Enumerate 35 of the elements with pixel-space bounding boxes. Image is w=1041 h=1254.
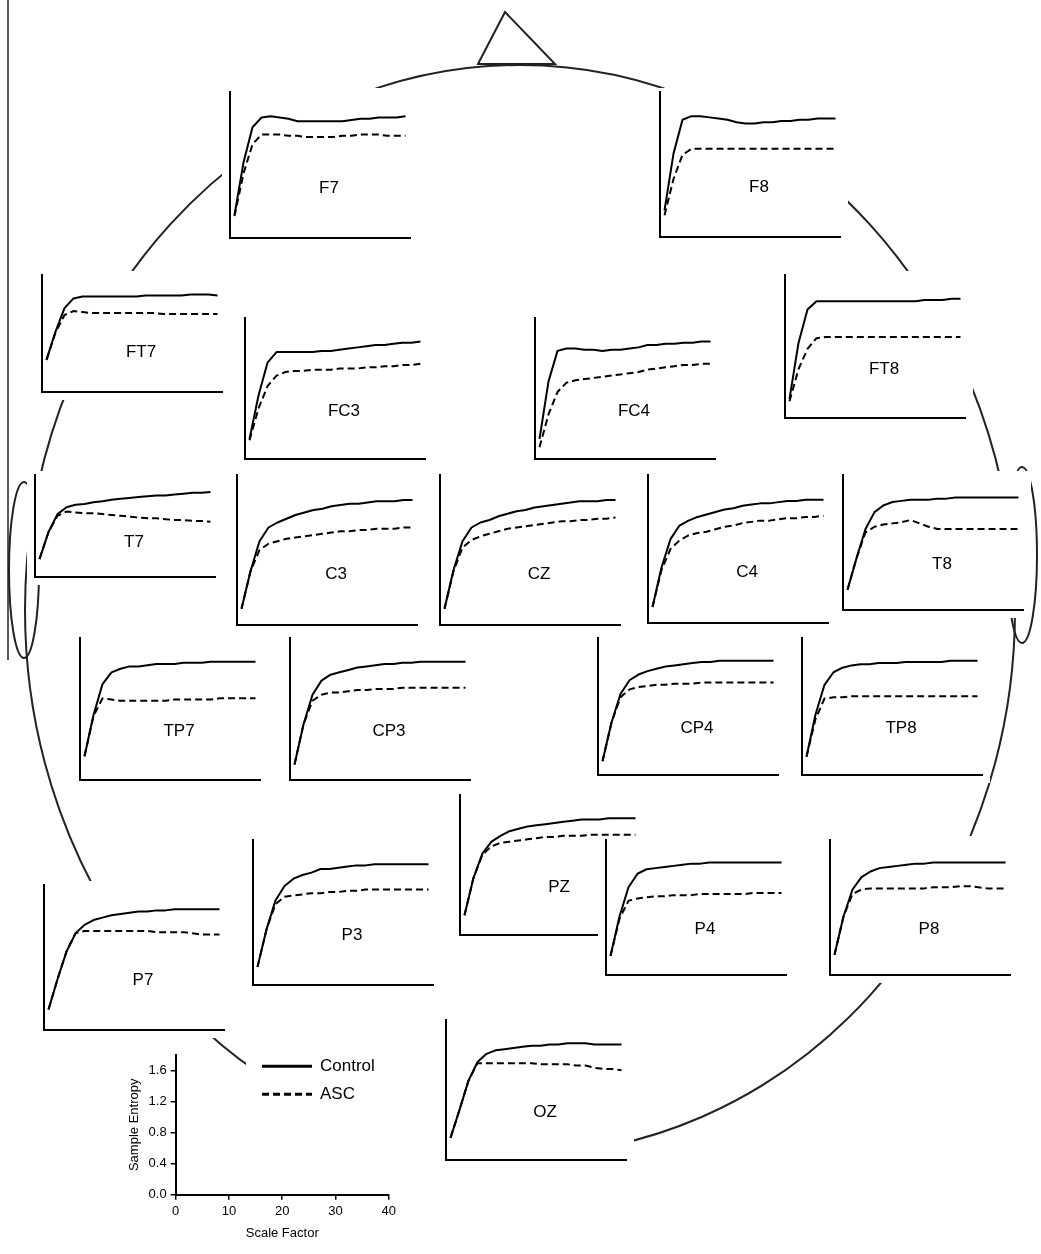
text: FC4 xyxy=(617,400,651,420)
text: C4 xyxy=(736,562,758,582)
text: FC3 xyxy=(327,400,361,420)
x-tick-label: 20 xyxy=(274,1203,290,1219)
text: OZ xyxy=(533,1102,557,1122)
text: CP4 xyxy=(680,718,714,738)
text: FT7 xyxy=(125,341,157,361)
text: CZ xyxy=(527,563,551,583)
text: P8 xyxy=(918,918,940,938)
text: T7 xyxy=(124,532,144,552)
text: C3 xyxy=(325,563,347,583)
text: FT8 xyxy=(868,359,900,379)
x-axis-title: Scale Factor xyxy=(245,1224,320,1240)
text: F8 xyxy=(749,177,769,197)
text: T8 xyxy=(932,553,952,573)
text: P3 xyxy=(341,925,363,945)
text: F7 xyxy=(319,178,339,198)
x-tick-label: 10 xyxy=(221,1203,237,1219)
x-tick-label: 30 xyxy=(328,1203,343,1219)
legend-label: ASC xyxy=(320,1083,355,1103)
text: PZ xyxy=(548,877,570,897)
text: P4 xyxy=(694,918,716,938)
y-tick-label: 0.4 xyxy=(148,1155,167,1171)
text: TP7 xyxy=(163,721,195,741)
text: CP3 xyxy=(372,721,406,741)
y-axis-title: Sample Entropy xyxy=(126,1078,142,1172)
y-tick-label: 0.8 xyxy=(148,1124,167,1140)
y-tick-label: 0.0 xyxy=(148,1186,167,1202)
y-tick-label: 1.6 xyxy=(148,1061,167,1077)
y-tick-label: 1.2 xyxy=(148,1093,167,1109)
x-tick-label: 40 xyxy=(381,1203,396,1219)
legend-label: Control xyxy=(320,1055,375,1075)
text: P7 xyxy=(132,970,154,990)
text: TP8 xyxy=(885,718,917,738)
x-tick-label: 0 xyxy=(172,1203,180,1219)
